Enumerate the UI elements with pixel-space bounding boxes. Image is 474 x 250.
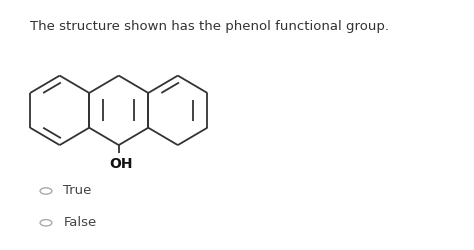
Text: True: True	[63, 184, 91, 198]
Text: False: False	[63, 216, 97, 229]
Text: The structure shown has the phenol functional group.: The structure shown has the phenol funct…	[30, 20, 389, 33]
Text: OH: OH	[109, 157, 133, 171]
